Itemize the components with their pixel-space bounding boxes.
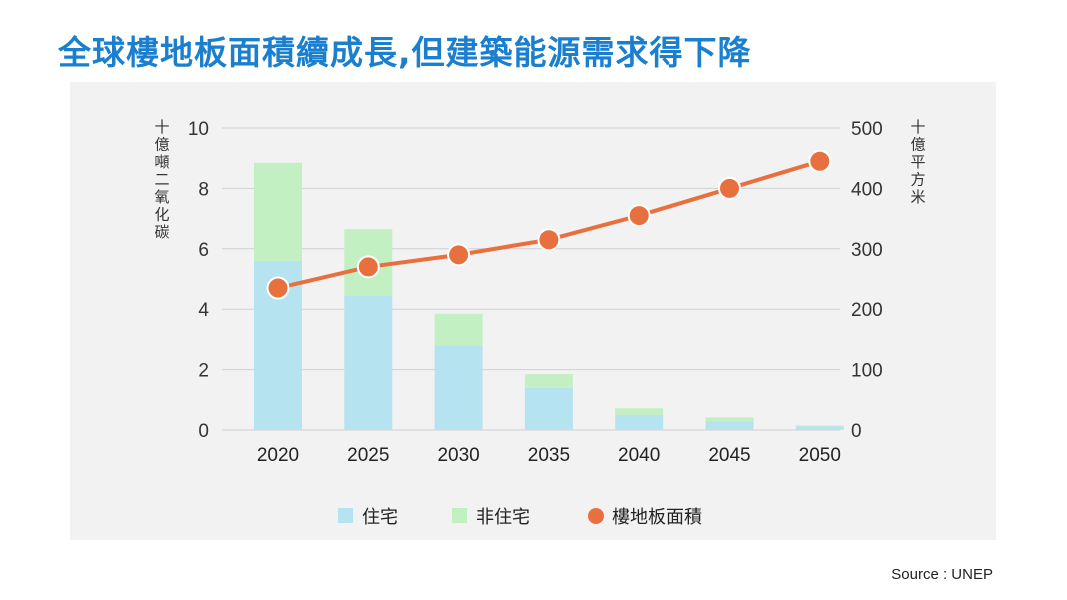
bar-residential [615,414,664,430]
bar-nonresidential [434,313,483,346]
y-right-tick-label: 200 [851,300,883,321]
bar-residential [434,345,483,430]
bar-nonresidential [254,162,302,261]
x-tick-label: 2040 [618,445,660,466]
bar-nonresidential [524,374,573,388]
y-left-tick-label: 8 [198,179,209,200]
y-left-tick-label: 10 [188,119,209,140]
legend-residential-label: 住宅 [362,507,398,528]
source-note: Source : UNEP [891,566,993,583]
y-left-tick-label: 6 [198,240,209,261]
legend-floor-area-label: 樓地板面積 [612,507,702,528]
floor-area-point [627,204,651,228]
x-tick-label: 2025 [347,445,389,466]
legend-nonresidential-swatch [452,508,467,523]
x-tick-label: 2045 [708,445,750,466]
floor-area-point [447,243,471,267]
y-right-tick-label: 100 [851,361,883,382]
floor-area-point [266,276,290,300]
y-left-tick-label: 0 [198,421,209,442]
bar-nonresidential [705,417,754,422]
bar-nonresidential [795,425,844,427]
y-left-tick-label: 4 [198,300,209,321]
x-tick-label: 2030 [437,445,479,466]
x-tick-label: 2020 [257,445,299,466]
y-right-tick-label: 400 [851,179,883,200]
floor-area-point [808,149,832,173]
y-right-axis-title: 十億平方米 [910,118,925,206]
legend-nonresidential-label: 非住宅 [476,507,530,528]
floor-area-point [537,228,561,252]
bar-residential [795,426,844,430]
chart-panel [70,82,996,540]
floor-area-point [718,176,741,200]
legend-floor-area-swatch [588,508,604,524]
x-tick-label: 2035 [528,445,570,466]
y-right-tick-label: 0 [851,421,862,442]
chart-title: 全球樓地板面積續成長,但建築能源需求得下降 [58,33,752,72]
bar-residential [344,295,393,430]
y-left-tick-label: 2 [198,361,209,382]
legend-residential-swatch [338,508,353,523]
bar-nonresidential [615,408,664,415]
x-tick-label: 2050 [799,445,841,466]
bar-residential [705,421,754,430]
y-left-axis-title: 十億噸二氧化碳 [154,118,169,241]
bar-residential [524,387,573,430]
y-right-tick-label: 300 [851,240,883,261]
y-right-tick-label: 500 [851,119,883,140]
floor-area-point [356,255,380,279]
